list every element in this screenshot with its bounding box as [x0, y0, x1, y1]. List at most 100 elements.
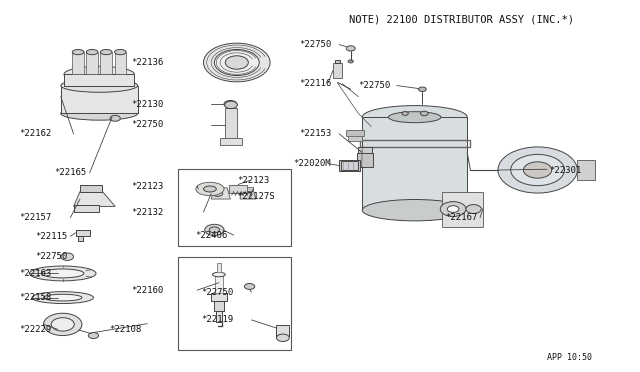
Circle shape — [44, 313, 82, 336]
Bar — [215, 275, 223, 293]
Ellipse shape — [115, 49, 126, 55]
Bar — [80, 185, 102, 192]
Text: *22157: *22157 — [19, 213, 51, 222]
Ellipse shape — [29, 266, 96, 281]
Bar — [100, 52, 112, 74]
Ellipse shape — [86, 49, 98, 55]
Bar — [577, 160, 595, 180]
Text: *22406: *22406 — [195, 231, 227, 240]
Text: *22123: *22123 — [131, 182, 163, 190]
Bar — [247, 187, 253, 191]
Text: *22750: *22750 — [131, 120, 163, 129]
Text: *22153: *22153 — [300, 129, 332, 138]
Text: NOTE) 22100 DISTRIBUTOR ASSY (INC.*): NOTE) 22100 DISTRIBUTOR ASSY (INC.*) — [349, 15, 574, 25]
Bar — [225, 108, 237, 140]
Ellipse shape — [388, 112, 441, 123]
Bar — [86, 52, 98, 74]
Bar — [217, 263, 221, 272]
Circle shape — [205, 224, 224, 235]
Bar — [64, 74, 134, 86]
Circle shape — [88, 333, 99, 339]
Ellipse shape — [100, 49, 112, 55]
Ellipse shape — [362, 106, 467, 129]
Bar — [442, 192, 483, 227]
Circle shape — [348, 60, 353, 63]
Bar — [74, 205, 99, 212]
Text: *22127S: *22127S — [237, 192, 275, 201]
Ellipse shape — [72, 49, 84, 55]
Bar — [333, 63, 342, 78]
Polygon shape — [74, 192, 115, 206]
Bar — [358, 147, 372, 153]
Circle shape — [419, 87, 426, 92]
Bar — [357, 153, 373, 167]
Ellipse shape — [225, 56, 248, 69]
Text: *22132: *22132 — [131, 208, 163, 217]
Ellipse shape — [61, 79, 138, 92]
Bar — [211, 293, 227, 301]
Bar — [348, 130, 362, 141]
Text: *22750: *22750 — [35, 252, 67, 261]
Bar — [339, 160, 360, 171]
Circle shape — [224, 100, 237, 108]
Text: *22229: *22229 — [19, 325, 51, 334]
Bar — [335, 60, 340, 63]
Circle shape — [61, 253, 74, 260]
Circle shape — [209, 227, 220, 233]
Text: *22116: *22116 — [300, 79, 332, 88]
Circle shape — [447, 206, 459, 212]
Bar — [220, 138, 242, 145]
Circle shape — [110, 115, 120, 121]
Ellipse shape — [204, 43, 270, 82]
Text: *22115: *22115 — [35, 232, 67, 241]
Circle shape — [440, 202, 466, 217]
Circle shape — [420, 111, 428, 116]
Bar — [362, 117, 467, 210]
Bar — [61, 86, 138, 113]
Text: APP 10:50: APP 10:50 — [547, 353, 592, 362]
Circle shape — [244, 283, 255, 289]
Text: *22163: *22163 — [19, 269, 51, 278]
Text: *22165: *22165 — [54, 169, 86, 177]
Text: *22020M: *22020M — [293, 159, 331, 168]
Bar — [360, 140, 470, 147]
Text: *22750: *22750 — [300, 40, 332, 49]
Ellipse shape — [64, 66, 134, 83]
Bar — [229, 185, 247, 193]
Ellipse shape — [42, 269, 84, 278]
Circle shape — [346, 46, 355, 51]
Ellipse shape — [212, 272, 225, 277]
Bar — [276, 325, 289, 336]
Ellipse shape — [362, 199, 467, 221]
Text: *22160: *22160 — [131, 286, 163, 295]
Ellipse shape — [32, 292, 93, 304]
Bar — [76, 230, 90, 236]
Circle shape — [402, 112, 408, 115]
Ellipse shape — [511, 154, 564, 186]
Bar — [214, 301, 224, 311]
Text: *22301: *22301 — [549, 166, 581, 174]
Text: *22108: *22108 — [109, 325, 141, 334]
Circle shape — [466, 205, 481, 214]
Bar — [115, 52, 126, 74]
Ellipse shape — [61, 107, 138, 120]
Bar — [346, 130, 364, 136]
Ellipse shape — [276, 334, 289, 341]
Bar — [178, 257, 291, 350]
Circle shape — [212, 190, 223, 196]
Ellipse shape — [524, 162, 552, 178]
Bar — [341, 161, 358, 170]
Text: *22750: *22750 — [358, 81, 390, 90]
Text: *22119: *22119 — [202, 315, 234, 324]
Polygon shape — [211, 188, 230, 199]
Ellipse shape — [214, 49, 259, 76]
Ellipse shape — [204, 186, 216, 192]
Bar — [72, 52, 84, 74]
Bar — [178, 169, 291, 246]
Text: *22123: *22123 — [237, 176, 269, 185]
Bar — [78, 236, 83, 241]
Text: *22136: *22136 — [131, 58, 163, 67]
Text: *22158: *22158 — [19, 293, 51, 302]
Text: *22167: *22167 — [445, 213, 477, 222]
Text: *22750: *22750 — [202, 288, 234, 296]
